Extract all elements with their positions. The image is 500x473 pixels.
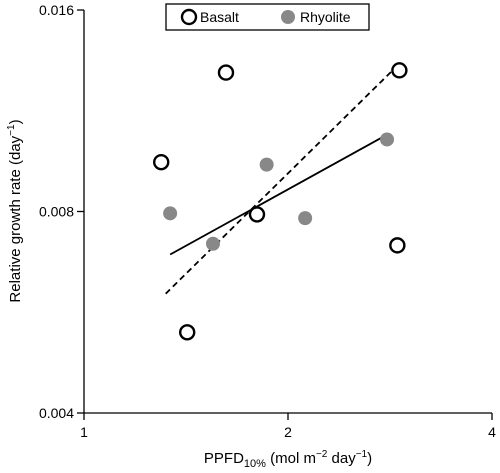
legend-marker-basalt [180,8,198,26]
point-rhyolite-4 [380,132,395,147]
point-rhyolite-1 [205,236,220,251]
point-basalt-2 [217,64,235,81]
x-tick-label-2: 4 [488,424,496,440]
fit-line-rhyolite [169,133,388,256]
x-tick-label-0: 1 [80,424,88,440]
y-axis-title: Relative growth rate (day−1) [6,119,24,302]
legend-marker-rhyolite [281,10,295,24]
legend-label-basalt: Basalt [200,9,239,25]
point-basalt-3 [248,206,266,223]
point-basalt-0 [153,153,170,171]
legend-box [165,3,370,31]
fit-line-basalt [165,63,401,295]
point-rhyolite-0 [163,206,178,221]
point-basalt-1 [179,324,196,341]
x-axis-title: PPFD10% (mol m−2 day−1) [204,449,372,470]
y-tick-label-1: 0.008 [39,204,74,220]
legend-label-rhyolite: Rhyolite [300,9,351,25]
point-rhyolite-2 [259,157,274,172]
point-rhyolite-3 [298,211,313,226]
y-tick-label-2: 0.016 [39,2,74,18]
point-basalt-4 [391,62,408,79]
x-tick-label-1: 2 [284,424,292,440]
legend: Basalt Rhyolite [165,3,370,31]
point-basalt-5 [389,237,406,254]
axes [83,10,492,414]
y-tick-label-0: 0.004 [39,405,74,421]
